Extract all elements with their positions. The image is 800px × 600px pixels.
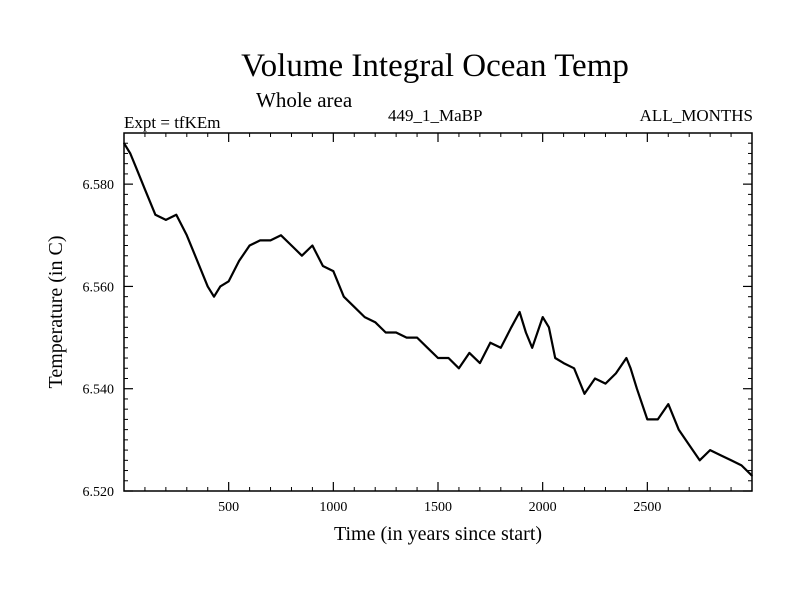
data-point — [175, 214, 178, 216]
data-point — [554, 357, 557, 359]
data-point — [646, 418, 649, 421]
y-axis-title: Temperature (in C) — [45, 236, 67, 389]
data-point — [363, 316, 366, 318]
data-point — [269, 239, 272, 242]
x-tick-label: 1500 — [424, 500, 452, 515]
experiment-label: Expt = tfKEm — [124, 113, 221, 132]
series-line — [123, 142, 753, 477]
data-point — [135, 168, 138, 170]
data-point — [698, 459, 701, 462]
data-point — [290, 244, 293, 247]
data-point — [186, 234, 188, 237]
data-point — [206, 285, 209, 288]
data-point — [416, 336, 418, 339]
data-point — [129, 152, 132, 155]
data-point — [301, 254, 303, 257]
data-point — [709, 449, 711, 451]
data-point — [562, 362, 565, 364]
y-tick-label: 6.580 — [83, 178, 115, 193]
data-point — [525, 331, 527, 334]
x-tick-label: 2500 — [633, 500, 661, 515]
y-tick-label: 6.540 — [83, 383, 115, 398]
data-point — [353, 306, 356, 308]
data-point — [541, 316, 544, 318]
data-point — [518, 311, 521, 313]
data-point — [384, 331, 387, 334]
data-point — [594, 377, 596, 380]
data-point — [730, 459, 732, 462]
plot-frame — [123, 132, 753, 492]
data-point — [322, 265, 324, 267]
y-tick-label: 6.520 — [83, 485, 115, 500]
data-point — [280, 234, 282, 237]
data-point — [144, 188, 146, 191]
data-point — [238, 260, 240, 262]
data-point — [437, 357, 439, 359]
chart-subtitle: Whole area — [256, 88, 353, 112]
data-point — [332, 270, 335, 272]
data-point — [213, 295, 215, 298]
data-point — [311, 244, 314, 247]
data-point — [395, 331, 397, 334]
data-point — [489, 341, 492, 344]
data-point — [343, 295, 345, 298]
data-point — [548, 326, 550, 329]
data-point — [615, 372, 617, 375]
data-point — [227, 280, 230, 283]
data-point — [657, 418, 659, 421]
data-point — [573, 367, 575, 370]
data-point — [248, 244, 251, 247]
data-point — [165, 219, 167, 221]
data-point — [259, 239, 261, 242]
data-point — [405, 336, 408, 339]
data-point — [636, 387, 638, 390]
data-point — [479, 362, 481, 364]
data-point — [719, 454, 722, 457]
data-point — [625, 357, 628, 359]
y-tick-label: 6.560 — [83, 280, 115, 295]
x-tick-label: 500 — [218, 500, 239, 515]
data-point — [447, 357, 450, 359]
chart-title: Volume Integral Ocean Temp — [241, 48, 629, 84]
data-point — [468, 352, 471, 354]
x-tick-label: 1000 — [319, 500, 347, 515]
data-point — [219, 285, 222, 288]
data-point — [740, 464, 743, 467]
data-point — [583, 393, 586, 395]
data-point — [688, 444, 690, 446]
x-tick-label: 2000 — [529, 500, 557, 515]
data-point — [500, 347, 502, 349]
data-point — [426, 347, 429, 349]
months-label: ALL_MONTHS — [639, 106, 753, 125]
data-point — [629, 367, 632, 370]
data-point — [677, 428, 680, 431]
data-point — [196, 260, 199, 262]
data-point — [458, 367, 460, 370]
data-point — [510, 326, 513, 329]
data-point — [154, 214, 157, 216]
data-point — [374, 321, 377, 324]
x-axis-title: Time (in years since start) — [334, 523, 542, 545]
data-point — [604, 382, 607, 385]
run-label: 449_1_MaBP — [388, 106, 483, 125]
data-point — [531, 347, 533, 349]
data-point — [667, 403, 670, 405]
